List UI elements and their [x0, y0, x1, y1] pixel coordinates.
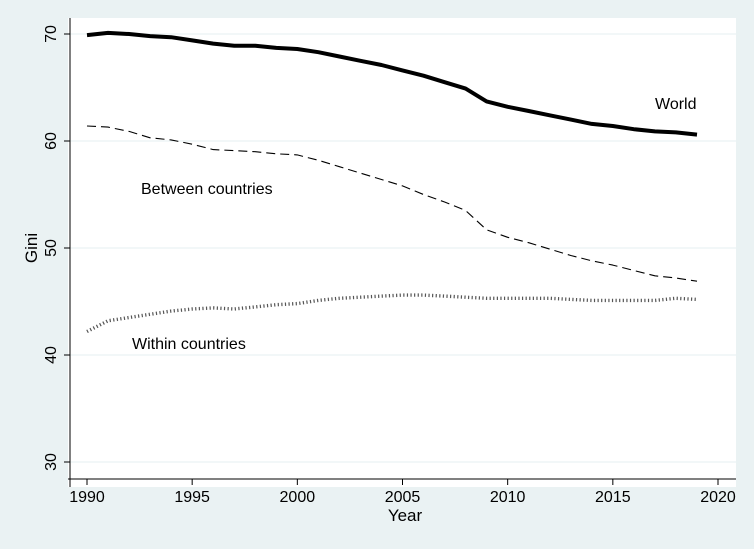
y-axis-title: Gini: [22, 233, 41, 263]
y-tick-label-30: 30: [43, 453, 60, 471]
tick-labels: 30 40 50 60 70 1990 1995 2000 2005 2010 2015 2020: [43, 25, 736, 506]
x-tick-label-2020: 2020: [700, 489, 736, 506]
x-tick-label-2000: 2000: [280, 489, 316, 506]
x-tick-label-1990: 1990: [69, 489, 105, 506]
plot-area: [68, 18, 736, 487]
gridlines: [68, 33, 736, 463]
y-tick-label-70: 70: [43, 25, 60, 43]
x-tick-label-2015: 2015: [595, 489, 631, 506]
y-tick-label-60: 60: [43, 132, 60, 150]
annotation-within-countries: Within countries: [132, 336, 246, 353]
annotation-world: World: [655, 96, 697, 113]
x-tick-label-1995: 1995: [174, 489, 210, 506]
series-line-between-countries: [86, 125, 698, 282]
x-tick-label-2010: 2010: [490, 489, 526, 506]
series-line-world: [86, 30, 698, 137]
annotation-between-countries: Between countries: [141, 181, 273, 198]
axes: [64, 18, 736, 487]
y-tick-label-50: 50: [43, 239, 60, 257]
y-tick-label-40: 40: [43, 346, 60, 364]
x-axis-title: Year: [388, 506, 423, 525]
series-line-within-countries: [86, 293, 698, 334]
x-tick-label-2005: 2005: [385, 489, 421, 506]
data-series: [86, 30, 698, 334]
